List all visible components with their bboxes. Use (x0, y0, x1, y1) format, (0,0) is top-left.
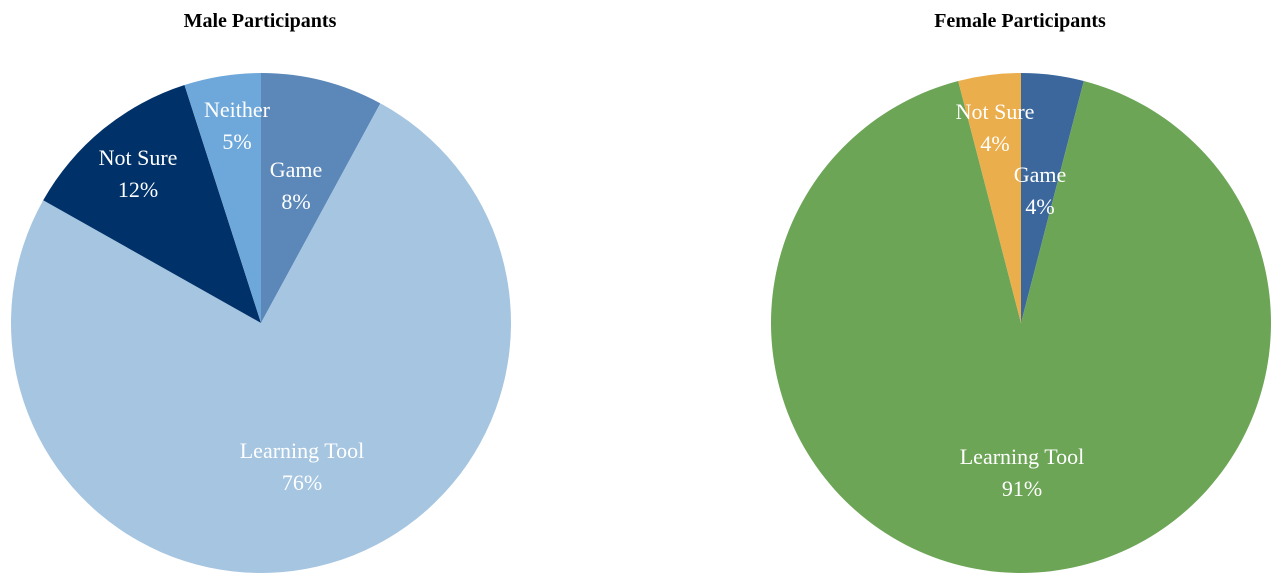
female-percent-not-sure: 4% (980, 131, 1009, 156)
female-category-learning-tool: Learning Tool (960, 444, 1085, 469)
male-label-game: Game 8% (270, 157, 323, 214)
male-percent-learning-tool: 76% (282, 470, 322, 495)
female-slice-learning-tool (771, 81, 1271, 573)
male-chart-title: Male Participants (183, 10, 337, 32)
male-percent-game: 8% (281, 189, 310, 214)
female-percent-learning-tool: 91% (1002, 476, 1042, 501)
female-chart-title: Female Participants (934, 10, 1106, 32)
female-percent-game: 4% (1025, 194, 1054, 219)
male-pie: Game 8% Learning Tool 76% Not Sure 12% Neither… (11, 73, 511, 573)
female-pie: Game 4%Learning Tool 91%Not Sure 4% (771, 73, 1271, 573)
male-percent-not-sure: 12% (118, 177, 158, 202)
female-category-game: Game (1014, 162, 1067, 187)
male-slice-not-sure (43, 85, 262, 323)
male-category-game: Game (270, 157, 323, 182)
female-label-not-sure: Not Sure 4% (956, 99, 1035, 156)
male-category-learning-tool: Learning Tool (240, 438, 365, 463)
female-slice-not-sure (958, 73, 1021, 323)
male-category-not-sure: Not Sure (99, 145, 178, 170)
male-percent-neither: 5% (222, 129, 251, 154)
male-label-learning-tool: Learning Tool 76% (240, 438, 365, 495)
male-label-not-sure: Not Sure 12% (99, 145, 178, 202)
female-label-game: Game 4% (1014, 162, 1067, 219)
male-category-neither: Neither (204, 97, 271, 122)
male-slice-learning-tool (11, 103, 511, 573)
male-slice-game (261, 73, 381, 323)
male-slice-neither (184, 73, 261, 323)
female-slice-game (1021, 73, 1084, 323)
male-label-neither: Neither 5% (204, 97, 271, 154)
female-category-not-sure: Not Sure (956, 99, 1035, 124)
female-label-learning-tool: Learning Tool 91% (960, 444, 1085, 501)
